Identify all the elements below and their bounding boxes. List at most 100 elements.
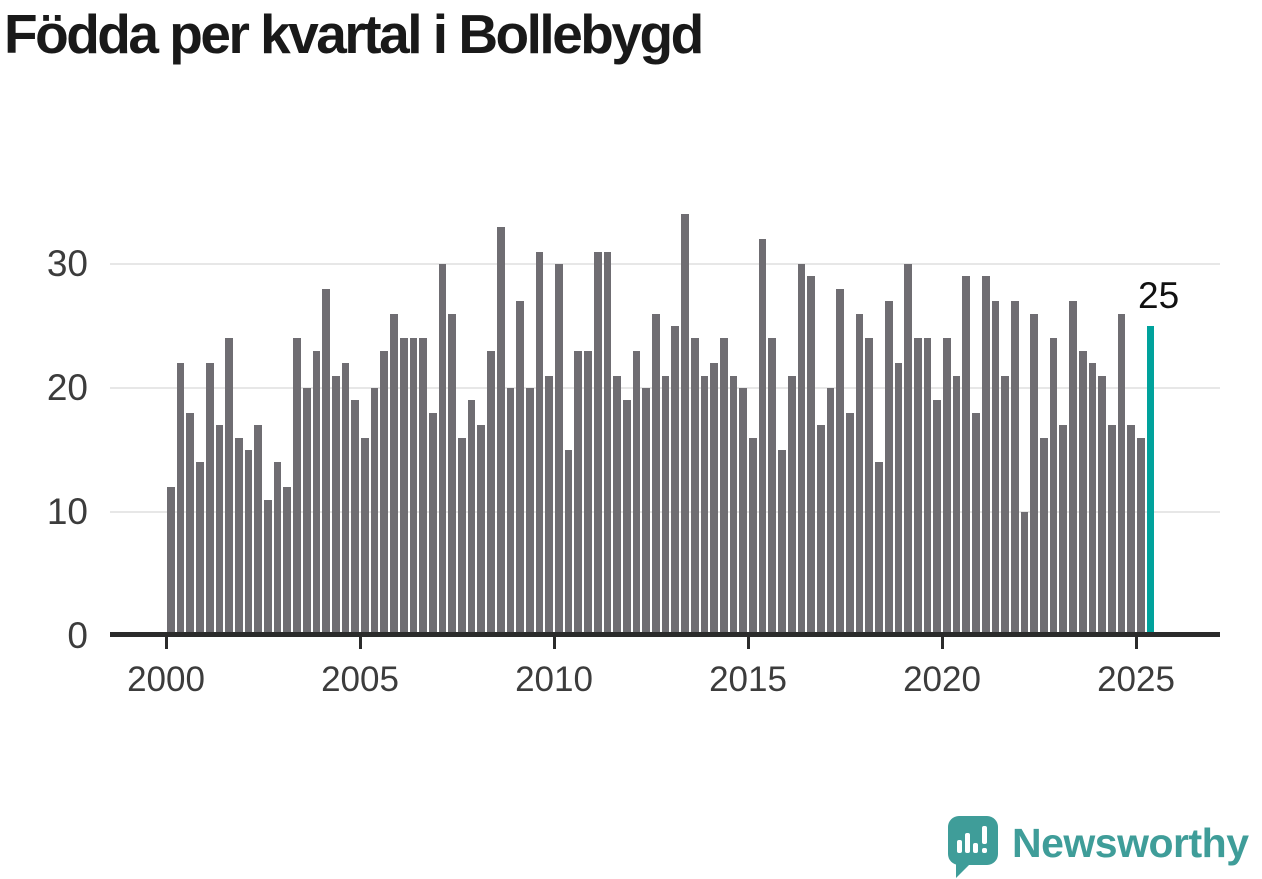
bar: [787, 375, 796, 637]
bar: [749, 437, 757, 637]
bar: [351, 400, 360, 637]
bar: [225, 338, 233, 637]
logo-speech-tail-icon: [956, 862, 972, 878]
bar: [836, 288, 845, 637]
bar: [652, 313, 660, 637]
bar: [428, 412, 437, 637]
bar: [167, 487, 175, 637]
bar: [681, 214, 689, 637]
bar: [477, 425, 486, 637]
bar: [1049, 338, 1058, 637]
bar: [972, 412, 980, 637]
bar: [846, 412, 854, 637]
bar: [506, 388, 515, 637]
bar: [797, 264, 806, 637]
bar: [458, 437, 466, 637]
bar: [690, 338, 699, 637]
bar: [739, 388, 748, 637]
bar: [438, 264, 447, 637]
bar: [448, 313, 457, 637]
logo-exclamation-icon: [982, 826, 987, 844]
bar: [215, 425, 224, 637]
bar: [826, 388, 835, 637]
x-axis-label: 2020: [903, 660, 981, 699]
bar: [671, 326, 680, 637]
bar: [1098, 375, 1106, 637]
bar: [487, 350, 495, 637]
y-axis-label: 10: [46, 491, 88, 532]
bar: [865, 338, 874, 637]
bar: [981, 276, 990, 637]
bar: [1088, 363, 1097, 637]
bar: [768, 338, 777, 637]
bar: [516, 301, 524, 637]
bar: [341, 363, 350, 637]
bar: [293, 338, 301, 637]
bar: [710, 363, 718, 637]
bar: [467, 400, 476, 637]
logo-text: Newsworthy: [1012, 820, 1249, 866]
bar: [642, 388, 651, 637]
x-axis-label: 2010: [515, 660, 593, 699]
bar: [807, 276, 815, 637]
bar: [1107, 425, 1116, 637]
bar: [913, 338, 922, 637]
gridline: [110, 263, 1220, 265]
x-axis-tick: [553, 636, 556, 649]
bar: [380, 350, 389, 637]
y-axis-label: 20: [46, 367, 88, 408]
bar: [875, 462, 883, 637]
bar: [632, 350, 641, 637]
bar: [816, 425, 825, 637]
bar: [622, 400, 631, 637]
bar: [894, 363, 903, 637]
bar: [1020, 512, 1029, 637]
bar: [904, 264, 912, 637]
bar: [1117, 313, 1126, 637]
bar: [535, 251, 544, 637]
chart-title: Födda per kvartal i Bollebygd: [4, 3, 704, 65]
bar: [1059, 425, 1068, 637]
logo-exclamation-dot-icon: [982, 848, 987, 853]
x-axis-label: 2000: [127, 660, 205, 699]
x-axis-tick: [359, 636, 362, 649]
logo-chart-bar-icon: [973, 843, 978, 853]
bar: [952, 375, 961, 637]
bar: [943, 338, 951, 637]
bar: [923, 338, 932, 637]
bar: [962, 276, 971, 637]
bar: [1137, 437, 1145, 637]
x-axis-label: 2005: [321, 660, 399, 699]
bar: [778, 450, 786, 637]
x-axis-tick: [747, 636, 750, 649]
bar: [496, 226, 505, 637]
bar: [1010, 301, 1019, 637]
bar: [729, 375, 738, 637]
bar: [264, 499, 272, 637]
bar: [312, 350, 321, 637]
bar: [273, 462, 282, 637]
x-axis-tick: [941, 636, 944, 649]
highlighted-bar: [1146, 326, 1155, 637]
highlight-value-label: 25: [1138, 275, 1180, 316]
bar: [322, 288, 330, 637]
bar: [196, 462, 204, 637]
bar: [244, 450, 253, 637]
logo-chart-bar-icon: [957, 840, 962, 853]
x-axis-label: 2025: [1097, 660, 1175, 699]
x-axis-tick: [1135, 636, 1138, 649]
bar: [399, 338, 408, 637]
bar: [593, 251, 602, 637]
bar: [525, 388, 534, 637]
bar: [409, 338, 418, 637]
bar: [205, 363, 214, 637]
bar: [613, 375, 621, 637]
bar: [991, 301, 1000, 637]
bar: [584, 350, 592, 637]
logo-chart-bar-icon: [965, 833, 970, 853]
bar: [884, 301, 893, 637]
bar: [758, 239, 767, 637]
bar: [234, 437, 243, 637]
bar: [545, 375, 554, 637]
bar: [855, 313, 864, 637]
